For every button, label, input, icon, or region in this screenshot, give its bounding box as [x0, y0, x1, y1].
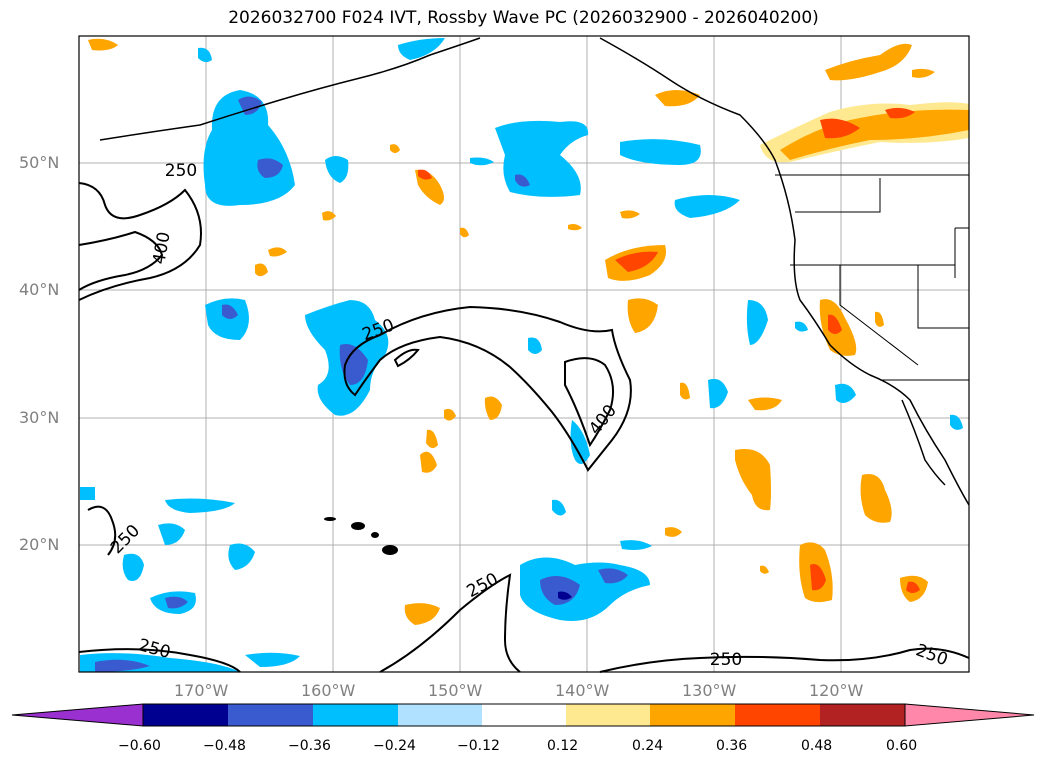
colorbar-tick-label: 0.60 — [886, 738, 918, 754]
colorbar-tick-label: 0.24 — [632, 738, 664, 754]
colorbar-bin — [228, 704, 313, 726]
colorbar-bin — [482, 704, 566, 726]
colorbar-bin — [650, 704, 735, 726]
colorbar-tick-label: 0.36 — [716, 738, 748, 754]
coastlines — [99, 37, 970, 506]
map-frame — [78, 35, 970, 673]
colorbar-bin — [313, 704, 398, 726]
longitude-label: 170°W — [174, 681, 229, 700]
longitude-label: 160°W — [301, 681, 356, 700]
colorbar-underflow — [11, 703, 144, 727]
colorbar-bin — [566, 704, 650, 726]
colorbar-bin — [143, 704, 228, 726]
colorbar-tick-label: 0.48 — [801, 738, 833, 754]
longitude-label: 120°W — [809, 681, 864, 700]
colorbar-tick-label: −0.36 — [288, 738, 331, 754]
state-borders — [775, 174, 969, 381]
longitude-label: 150°W — [428, 681, 483, 700]
longitude-label: 140°W — [555, 681, 610, 700]
latitude-label: 40°N — [19, 280, 60, 299]
colorbar — [11, 703, 1035, 727]
colorbar-tick-label: −0.24 — [373, 738, 416, 754]
longitude-label: 130°W — [682, 681, 737, 700]
colorbar-tick-label: −0.48 — [203, 738, 246, 754]
colorbar-bin — [398, 704, 482, 726]
colorbar-bin — [735, 704, 820, 726]
latitude-label: 20°N — [19, 535, 60, 554]
map-title: 2026032700 F024 IVT, Rossby Wave PC (202… — [228, 8, 819, 28]
colorbar-bin — [820, 704, 905, 726]
ivt-contours — [78, 182, 970, 673]
colorbar-overflow — [904, 703, 1035, 727]
colorbar-tick-label: −0.60 — [118, 738, 161, 754]
contour-label: 250 — [710, 650, 742, 670]
negative-anomaly-patches — [80, 38, 963, 672]
colorbar-tick-label: −0.12 — [457, 738, 500, 754]
latitude-label: 30°N — [19, 408, 60, 427]
islands — [324, 517, 398, 555]
latitude-label: 50°N — [19, 153, 60, 172]
colorbar-frame — [142, 703, 906, 727]
positive-anomaly-patches — [88, 38, 969, 625]
colorbar-tick-label: 0.12 — [547, 738, 579, 754]
contour-label: 250 — [165, 161, 197, 181]
